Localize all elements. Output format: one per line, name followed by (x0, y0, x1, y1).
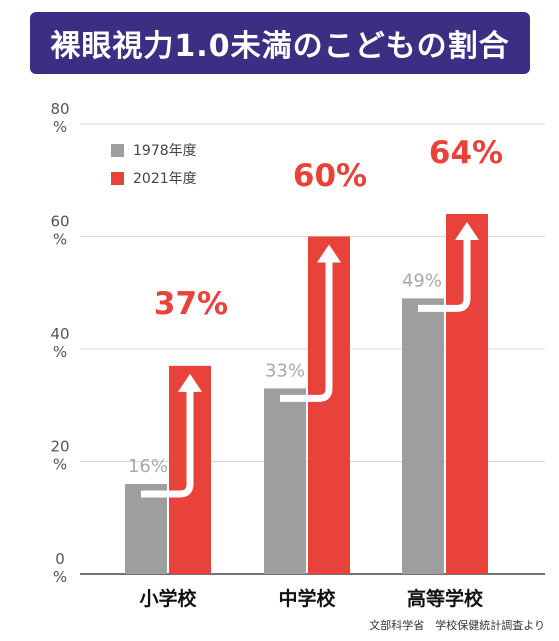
legend-swatch (111, 172, 124, 185)
category-label: 中学校 (278, 587, 336, 610)
chart-title: 裸眼視力1.0未満のこどもの割合 (50, 29, 510, 64)
legend-swatch (111, 144, 124, 157)
y-tick-unit: % (53, 118, 67, 136)
y-tick-label: 20 (50, 438, 69, 456)
value-label-1978: 49% (402, 270, 442, 291)
increase-arrow-head (317, 244, 341, 263)
y-tick-unit: % (53, 568, 67, 586)
y-tick-unit: % (53, 343, 67, 361)
increase-arrow-head (455, 222, 479, 240)
increase-arrow-head (178, 373, 202, 392)
y-tick-label: 80 (50, 100, 69, 118)
y-tick-unit: % (53, 456, 67, 474)
y-tick-unit: % (53, 231, 67, 249)
legend-label: 1978年度 (133, 143, 197, 159)
legend-label: 2021年度 (133, 171, 197, 187)
source-note: 文部科学省 学校保健統計調査より (369, 619, 545, 632)
value-label-2021: 60% (293, 158, 367, 194)
bar-1978 (125, 484, 167, 574)
value-label-2021: 64% (429, 135, 503, 171)
value-label-1978: 33% (265, 360, 305, 381)
bar-1978 (264, 388, 306, 574)
increase-arrow-shaft (418, 238, 471, 312)
value-label-2021: 37% (154, 286, 228, 322)
category-label: 小学校 (139, 587, 197, 610)
increase-arrow-shaft (141, 389, 194, 498)
title-banner: 裸眼視力1.0未満のこどもの割合 (30, 12, 530, 74)
bar-1978 (402, 298, 444, 574)
category-label: 高等学校 (407, 587, 484, 610)
y-tick-label: 0 (55, 550, 65, 568)
value-label-1978: 16% (128, 456, 168, 477)
y-tick-label: 60 (50, 213, 69, 231)
increase-arrow-shaft (280, 260, 333, 402)
y-tick-label: 40 (50, 325, 69, 343)
